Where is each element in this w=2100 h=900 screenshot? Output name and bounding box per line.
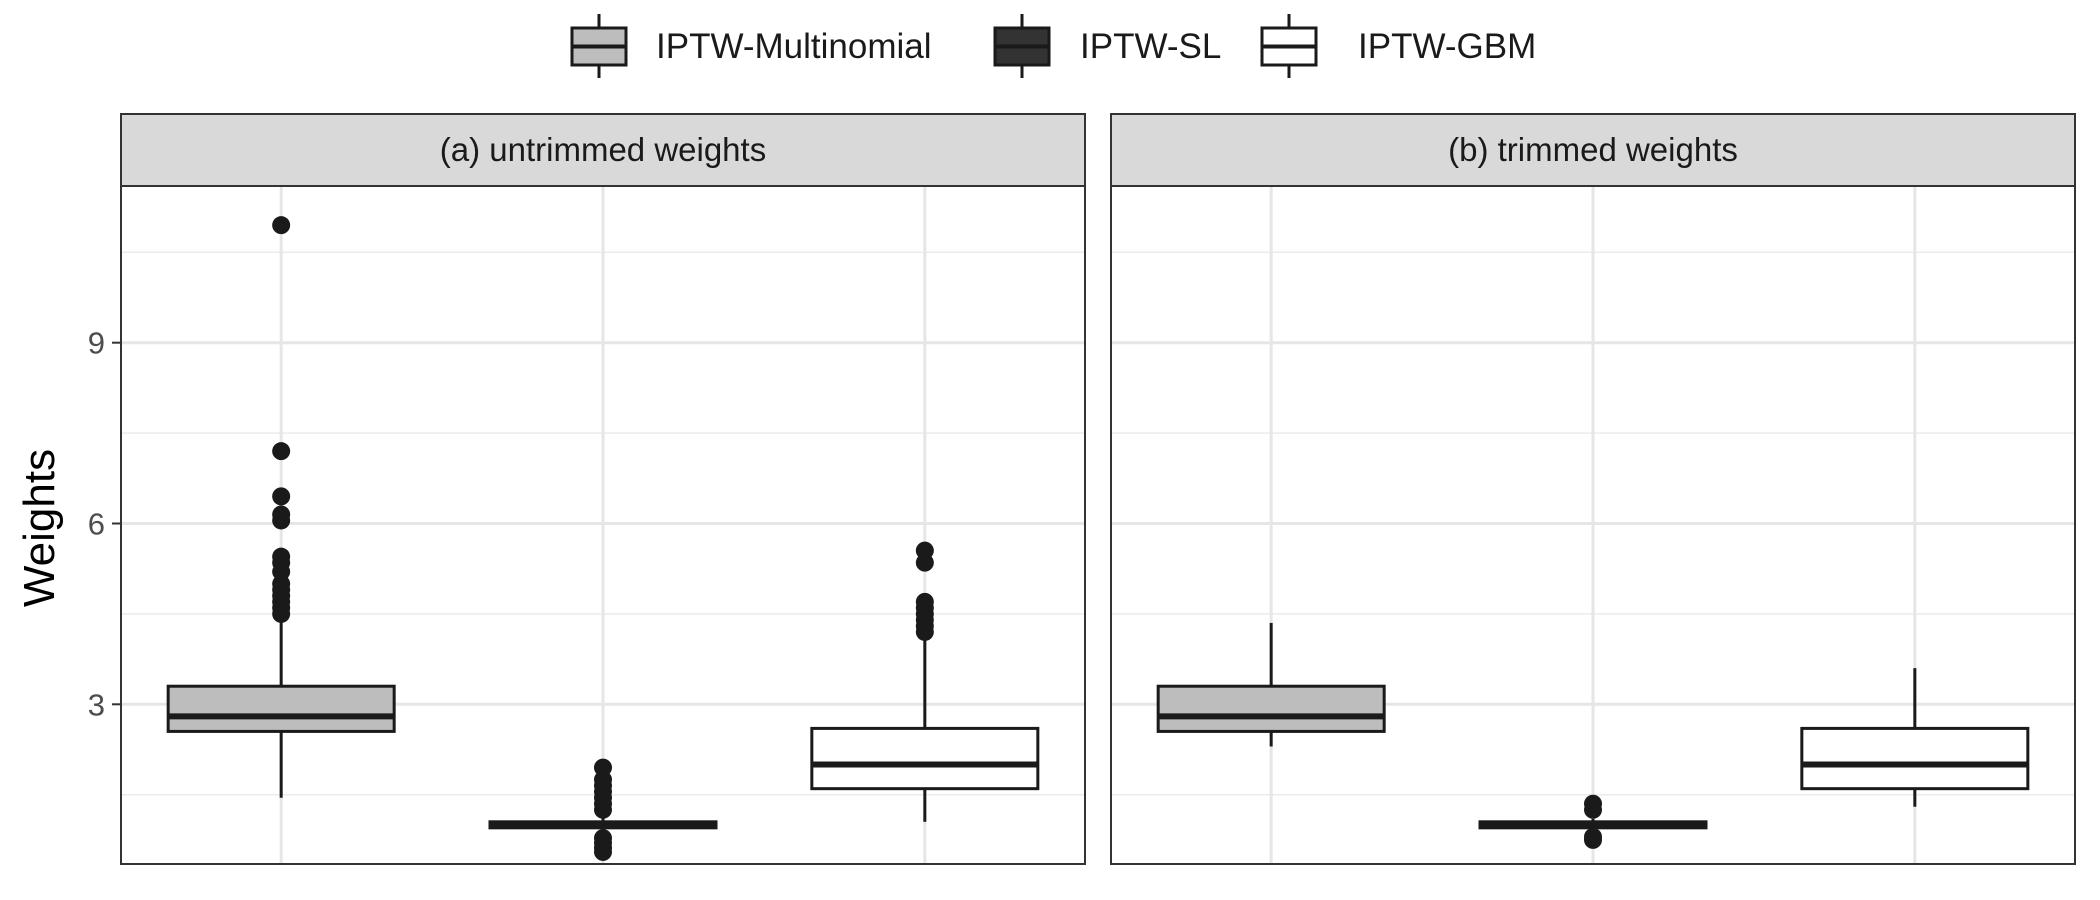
- panel-border: [120, 185, 1086, 865]
- outlier-point: [272, 216, 291, 235]
- y-tick-label: 9: [88, 326, 105, 361]
- panel-border: [1110, 185, 2076, 865]
- y-axis: 3 6 9: [88, 326, 121, 722]
- box: [1156, 684, 1386, 733]
- legend: IPTW-Multinomial IPTW-SL IPTW-GBM: [570, 14, 1536, 78]
- boxplot-iptw-sl: [1478, 794, 1708, 849]
- outlier-point: [272, 547, 291, 566]
- outlier-point: [272, 505, 291, 524]
- panel-title: (a) untrimmed weights: [440, 131, 766, 168]
- outlier-point: [594, 829, 612, 848]
- boxplot-iptw-multinomial: [1156, 622, 1386, 747]
- outlier-point: [594, 758, 612, 777]
- panel-title: (b) trimmed weights: [1448, 131, 1738, 168]
- outlier-point: [915, 541, 934, 560]
- box: [810, 726, 1040, 791]
- box: [1800, 726, 2030, 791]
- boxplot-iptw-sl: [488, 758, 718, 861]
- boxplot-iptw-gbm: [810, 541, 1040, 822]
- legend-item-2: IPTW-SL: [993, 14, 1221, 78]
- outlier-point: [272, 487, 291, 506]
- outlier-point: [1584, 794, 1602, 813]
- box: [166, 684, 396, 733]
- panels: (a) untrimmed weights (b) trimmed weights: [120, 113, 2076, 865]
- legend-label: IPTW-SL: [1080, 27, 1221, 66]
- y-tick-label: 3: [88, 687, 105, 722]
- boxplot-iptw-gbm: [1800, 668, 2030, 807]
- legend-label: IPTW-GBM: [1358, 27, 1536, 66]
- panel-2: (b) trimmed weights: [1110, 113, 2076, 865]
- legend-label: IPTW-Multinomial: [656, 27, 932, 66]
- legend-item-3: IPTW-GBM: [1260, 14, 1536, 78]
- outlier-point: [272, 442, 291, 461]
- y-tick-label: 6: [88, 506, 105, 541]
- legend-item-1: IPTW-Multinomial: [570, 14, 932, 78]
- outlier-point: [1584, 827, 1602, 846]
- panel-1: (a) untrimmed weights: [120, 113, 1086, 865]
- y-axis-label: Weights: [15, 449, 64, 607]
- boxplot-iptw-multinomial: [166, 216, 396, 798]
- outlier-point: [915, 592, 934, 611]
